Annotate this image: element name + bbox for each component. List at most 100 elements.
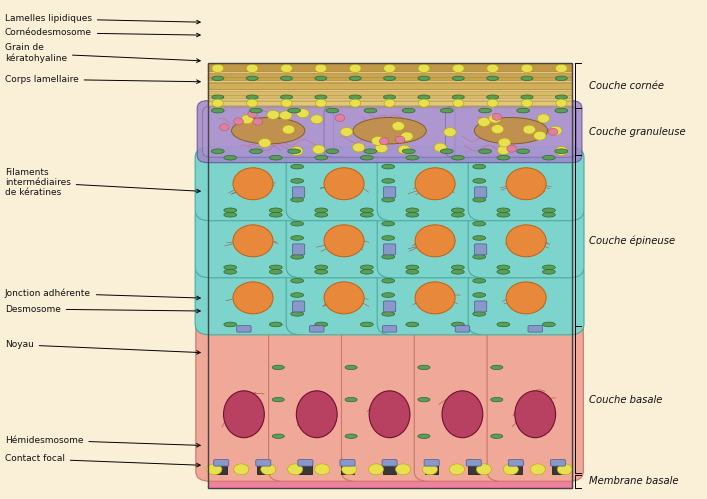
FancyBboxPatch shape	[474, 301, 487, 312]
Ellipse shape	[211, 108, 224, 113]
Ellipse shape	[212, 95, 224, 99]
Ellipse shape	[440, 108, 453, 113]
Ellipse shape	[212, 76, 224, 80]
Text: Lamelles lipidiques: Lamelles lipidiques	[5, 14, 200, 24]
Ellipse shape	[364, 149, 377, 154]
Ellipse shape	[224, 265, 237, 269]
FancyBboxPatch shape	[414, 316, 510, 481]
FancyBboxPatch shape	[455, 326, 469, 332]
FancyBboxPatch shape	[293, 301, 305, 312]
Ellipse shape	[361, 322, 373, 327]
Ellipse shape	[211, 149, 224, 154]
FancyBboxPatch shape	[383, 187, 396, 198]
Ellipse shape	[296, 391, 337, 438]
Ellipse shape	[291, 222, 303, 226]
Ellipse shape	[542, 155, 555, 160]
FancyBboxPatch shape	[197, 101, 582, 163]
Ellipse shape	[224, 155, 237, 160]
Ellipse shape	[452, 269, 464, 274]
Ellipse shape	[382, 164, 395, 169]
Ellipse shape	[479, 108, 491, 113]
Ellipse shape	[279, 111, 292, 120]
Ellipse shape	[369, 391, 410, 438]
Ellipse shape	[398, 145, 411, 154]
Ellipse shape	[315, 208, 328, 213]
Ellipse shape	[517, 108, 530, 113]
Ellipse shape	[492, 113, 502, 120]
Bar	[426, 465, 438, 474]
Ellipse shape	[269, 213, 282, 217]
FancyBboxPatch shape	[528, 326, 542, 332]
Text: Desmosome: Desmosome	[5, 304, 200, 313]
Ellipse shape	[473, 254, 486, 259]
Ellipse shape	[207, 464, 222, 475]
Ellipse shape	[212, 64, 223, 72]
Ellipse shape	[224, 322, 237, 327]
Ellipse shape	[250, 108, 262, 113]
Ellipse shape	[491, 365, 503, 370]
FancyBboxPatch shape	[424, 460, 439, 466]
Ellipse shape	[415, 168, 455, 200]
Text: Membrane basale: Membrane basale	[589, 477, 678, 487]
Ellipse shape	[212, 99, 223, 107]
Ellipse shape	[219, 124, 229, 131]
Ellipse shape	[423, 464, 438, 475]
Ellipse shape	[473, 311, 486, 316]
FancyBboxPatch shape	[378, 147, 493, 221]
FancyBboxPatch shape	[487, 316, 583, 481]
Ellipse shape	[401, 132, 413, 141]
Ellipse shape	[269, 208, 282, 213]
Ellipse shape	[310, 115, 323, 124]
Ellipse shape	[515, 391, 556, 438]
Ellipse shape	[497, 269, 510, 274]
Ellipse shape	[272, 397, 284, 402]
Ellipse shape	[395, 464, 411, 475]
Ellipse shape	[497, 322, 510, 327]
FancyBboxPatch shape	[310, 326, 324, 332]
Ellipse shape	[315, 95, 327, 99]
Ellipse shape	[557, 464, 573, 475]
Ellipse shape	[382, 278, 395, 283]
Ellipse shape	[537, 114, 549, 123]
Text: Couche cornée: Couche cornée	[589, 81, 664, 91]
Ellipse shape	[269, 265, 282, 269]
Ellipse shape	[474, 117, 548, 144]
Ellipse shape	[442, 391, 483, 438]
Bar	[207, 64, 572, 72]
Ellipse shape	[382, 293, 395, 297]
FancyBboxPatch shape	[383, 244, 396, 255]
Ellipse shape	[415, 282, 455, 314]
FancyBboxPatch shape	[195, 204, 311, 278]
Ellipse shape	[542, 213, 555, 217]
Ellipse shape	[247, 99, 257, 107]
Ellipse shape	[382, 179, 395, 183]
Ellipse shape	[272, 434, 284, 439]
Ellipse shape	[486, 95, 498, 99]
Ellipse shape	[440, 149, 453, 154]
Ellipse shape	[450, 464, 464, 475]
Ellipse shape	[555, 147, 568, 156]
Bar	[207, 82, 572, 90]
Text: Contact focal: Contact focal	[5, 455, 200, 467]
Ellipse shape	[406, 155, 419, 160]
Ellipse shape	[361, 213, 373, 217]
Ellipse shape	[506, 282, 546, 314]
Text: Couche basale: Couche basale	[589, 395, 662, 405]
Ellipse shape	[383, 76, 396, 80]
Ellipse shape	[345, 397, 357, 402]
Ellipse shape	[419, 99, 429, 107]
Ellipse shape	[246, 64, 258, 72]
Ellipse shape	[382, 311, 395, 316]
FancyBboxPatch shape	[474, 244, 487, 255]
FancyBboxPatch shape	[468, 147, 584, 221]
Ellipse shape	[402, 149, 415, 154]
Ellipse shape	[291, 254, 303, 259]
Ellipse shape	[382, 222, 395, 226]
Ellipse shape	[452, 213, 464, 217]
Ellipse shape	[517, 149, 530, 154]
Ellipse shape	[349, 95, 361, 99]
Ellipse shape	[224, 208, 237, 213]
Ellipse shape	[473, 222, 486, 226]
Ellipse shape	[434, 143, 447, 152]
Ellipse shape	[349, 76, 361, 80]
